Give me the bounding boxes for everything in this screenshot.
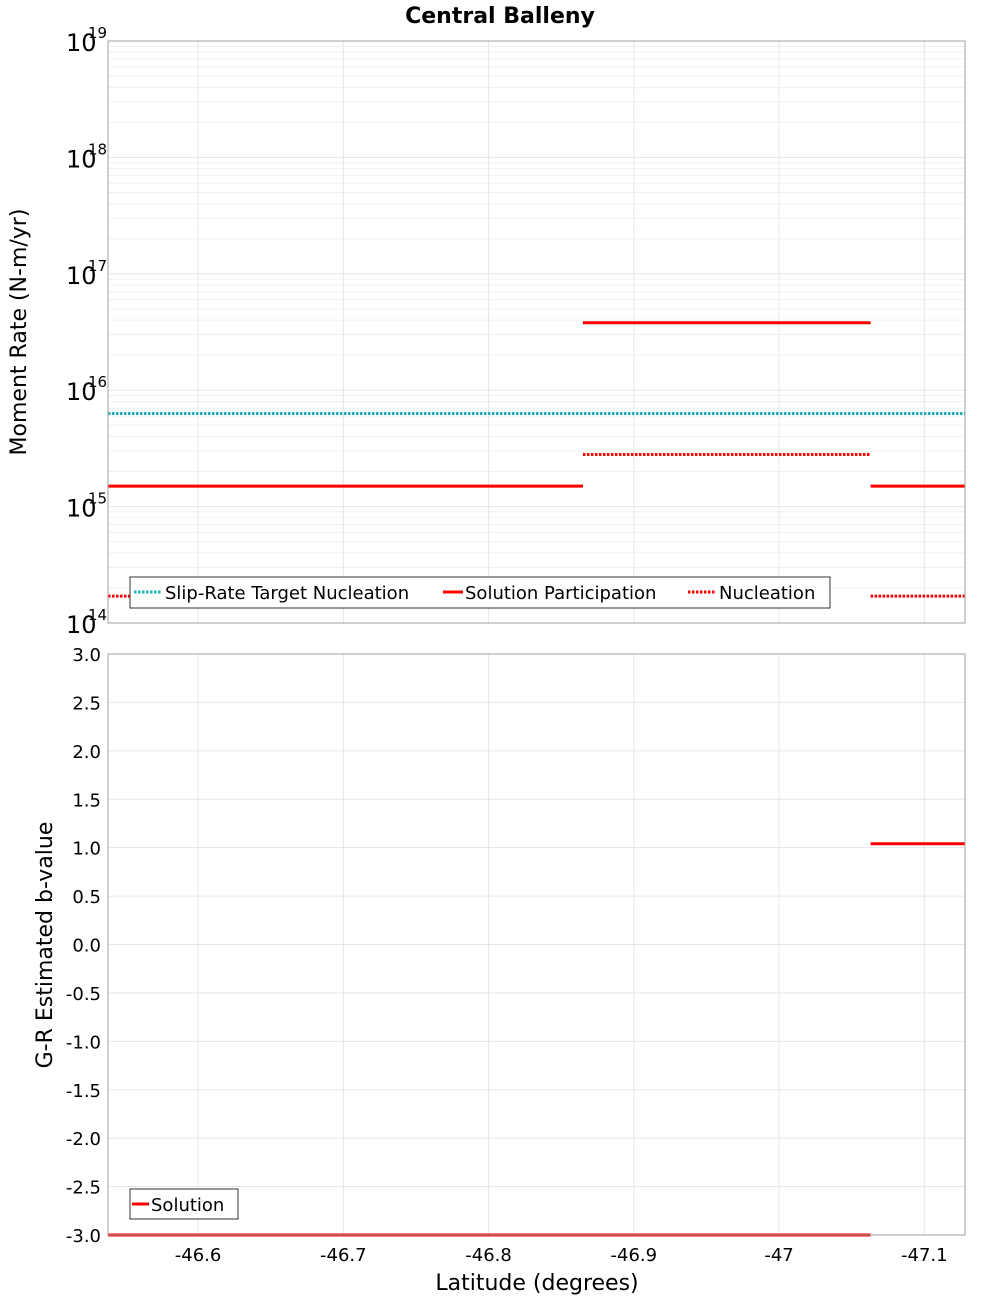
x-axis-label: Latitude (degrees): [435, 1271, 638, 1296]
x-tick-label: -47.1: [901, 1245, 948, 1266]
bottom-y-tick-label: 3.0: [72, 645, 101, 666]
x-tick-label: -46.9: [611, 1245, 658, 1266]
top-y-tick-label-exponent: 15: [88, 490, 107, 508]
top-y-tick-label-base: 10: [66, 145, 97, 173]
top-y-tick-label-exponent: 16: [88, 373, 107, 391]
top-y-tick-label-base: 10: [66, 378, 97, 406]
legend-label-slip-rate-target: Slip-Rate Target Nucleation: [165, 583, 409, 604]
top-y-tick-label-exponent: 19: [88, 24, 107, 42]
top-series: [108, 321, 965, 598]
bottom-y-tick-label: -0.5: [66, 984, 101, 1005]
x-tick-label: -46.7: [320, 1245, 367, 1266]
bottom-y-tick-label: -2.5: [66, 1178, 101, 1199]
bottom-y-tick-label: 0.5: [72, 887, 101, 908]
x-tick-label: -46.6: [175, 1245, 222, 1266]
legend-label-nucleation: Nucleation: [719, 583, 815, 604]
top-y-tick-label-exponent: 17: [88, 257, 107, 275]
top-grid: [108, 40, 965, 624]
bottom-y-tick-label: 1.5: [72, 790, 101, 811]
chart-title: Central Balleny: [405, 4, 595, 29]
bottom-y-tick-label: -3.0: [66, 1226, 101, 1247]
bottom-y-tick-label: -1.0: [66, 1032, 101, 1053]
bottom-y-tick-label: 1.0: [72, 839, 101, 860]
bottom-grid: [108, 653, 965, 1236]
top-y-tick-label-base: 10: [66, 262, 97, 290]
bottom-y-axis-label: G-R Estimated b-value: [33, 822, 58, 1069]
bottom-y-tick-label: -1.5: [66, 1081, 101, 1102]
x-tick-label: -47: [764, 1245, 793, 1266]
top-y-axis-label: Moment Rate (N-m/yr): [7, 209, 32, 456]
bottom-y-ticks: 3.0 2.5 2.0 1.5 1.0 0.5 0.0 -0.5 -1.0 -1.5 -2.0 -2.…: [66, 645, 101, 1247]
top-y-tick-label-base: 10: [66, 495, 97, 523]
x-ticks: -46.6 -46.7 -46.8 -46.9 -47 -47.1: [175, 1245, 948, 1266]
bottom-plot-frame: [107, 653, 966, 1236]
top-y-tick-label-base: 10: [66, 29, 97, 57]
top-y-tick-label-exponent: 18: [88, 140, 107, 158]
legend-label-solution-participation: Solution Participation: [465, 583, 656, 604]
bottom-legend: Solution: [129, 1188, 239, 1220]
bottom-plot: 3.0 2.5 2.0 1.5 1.0 0.5 0.0 -0.5 -1.0 -1.5 -2.0 -2.…: [33, 645, 966, 1296]
bottom-y-tick-label: 2.0: [72, 742, 101, 763]
bottom-series: [108, 842, 965, 1237]
top-y-tick-label-base: 10: [66, 611, 97, 639]
top-y-tick-label-exponent: 14: [88, 606, 107, 624]
bottom-y-tick-label: -2.0: [66, 1129, 101, 1150]
bottom-y-tick-label: 0.0: [72, 936, 101, 957]
top-plot-frame: [107, 40, 966, 624]
legend-label-solution: Solution: [151, 1195, 224, 1216]
bottom-y-tick-label: 2.5: [72, 693, 101, 714]
x-tick-label: -46.8: [465, 1245, 512, 1266]
top-legend: Slip-Rate Target Nucleation Solution Par…: [129, 576, 831, 609]
